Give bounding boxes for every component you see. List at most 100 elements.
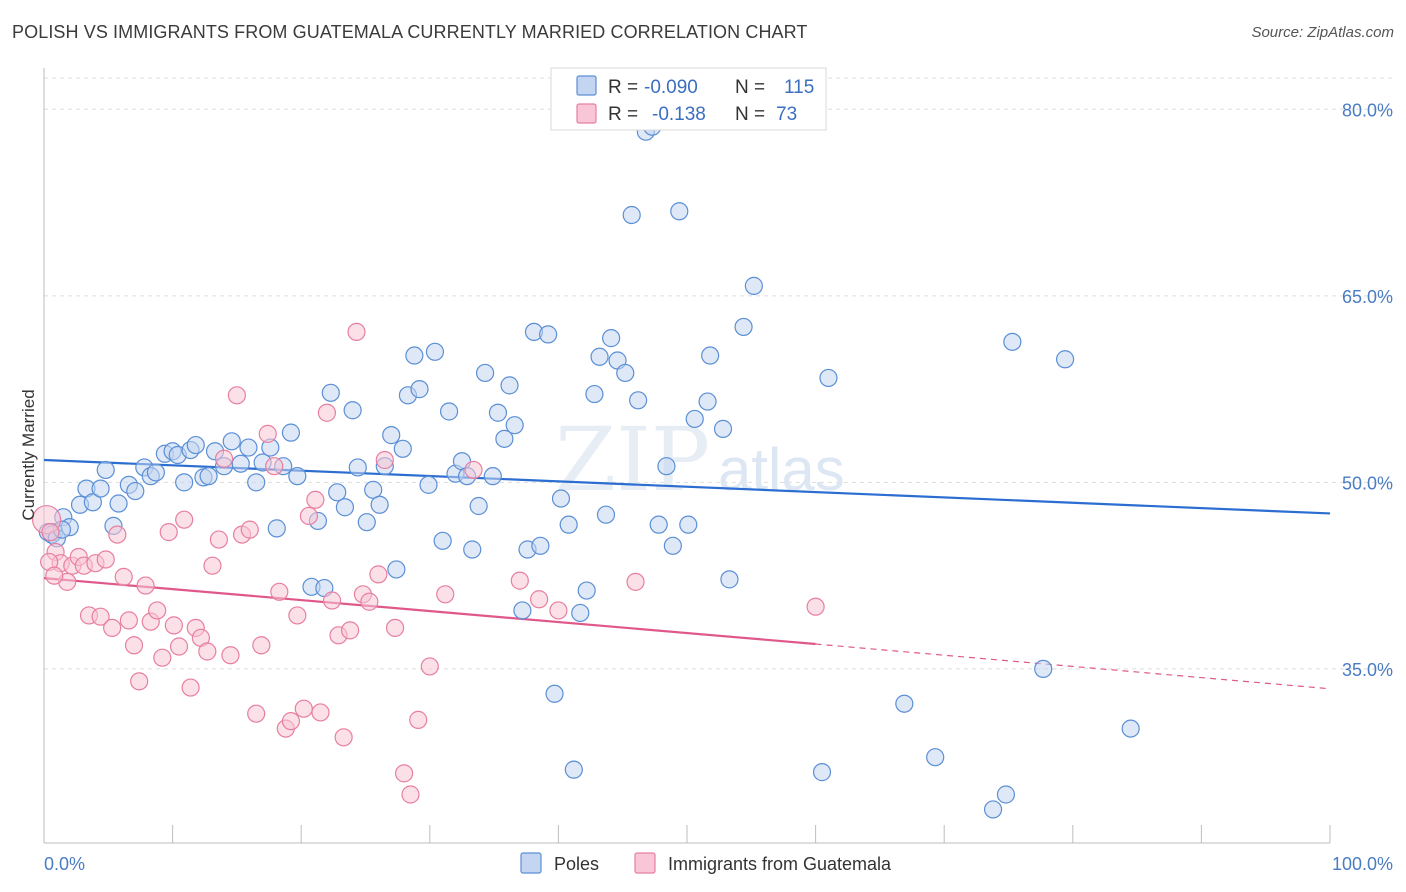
legend-r-value-2: -0.138 — [652, 104, 706, 125]
poles-point — [488, 403, 508, 422]
poles-point — [222, 432, 241, 451]
poles-point — [500, 376, 519, 395]
guatemala-point — [45, 566, 64, 585]
legend-n-label-1: N = — [735, 77, 765, 98]
y-tick-label-1: 50.0% — [1342, 473, 1393, 493]
poles-point — [585, 384, 604, 404]
guatemala-point — [119, 611, 138, 630]
guatemala-point — [265, 457, 284, 476]
poles-point — [744, 276, 763, 295]
guatemala-point — [198, 642, 217, 661]
poles-point — [463, 540, 482, 559]
y-axis-title: Currently Married — [19, 389, 38, 520]
guatemala-point — [41, 523, 60, 542]
guatemala-point — [181, 678, 200, 697]
poles-point — [505, 416, 524, 435]
legend-swatch-guatemala — [576, 103, 597, 124]
legend-n-value-1: 115 — [784, 77, 814, 98]
poles-point — [1003, 332, 1022, 351]
guatemala-point — [247, 704, 266, 723]
poles-point — [590, 347, 609, 366]
poles-point — [247, 473, 266, 492]
bottom-legend-swatch-poles — [520, 852, 542, 874]
guatemala-point — [270, 582, 289, 601]
guatemala-point — [103, 618, 122, 637]
poles-point — [199, 467, 218, 486]
bottom-legend-poles: Poles — [554, 854, 599, 874]
poles-point — [410, 380, 429, 399]
poles-point — [419, 475, 438, 494]
guatemala-point — [334, 728, 353, 747]
guatemala-point — [306, 490, 325, 509]
poles-point — [679, 515, 698, 534]
poles-point — [126, 481, 145, 501]
poles-point — [559, 515, 578, 534]
guatemala-points — [31, 322, 825, 804]
grid-lines — [44, 77, 1393, 670]
chart-title: POLISH VS IMMIGRANTS FROM GUATEMALA CURR… — [12, 22, 808, 42]
poles-point — [622, 205, 641, 225]
guatemala-point — [806, 597, 825, 616]
poles-point — [1034, 659, 1053, 679]
poles-point — [175, 473, 194, 492]
guatemala-point — [258, 424, 277, 443]
guatemala-point — [175, 510, 194, 529]
poles-point — [819, 368, 838, 388]
guatemala-point — [159, 523, 178, 542]
poles-point — [335, 498, 355, 517]
poles-point — [571, 603, 590, 623]
poles-point — [663, 536, 682, 555]
legend-swatch-poles — [576, 75, 597, 96]
poles-point — [926, 748, 945, 767]
poles-point — [475, 363, 495, 383]
y-tick-label-2: 65.0% — [1342, 287, 1393, 307]
poles-point — [602, 329, 621, 348]
guatemala-point — [549, 601, 568, 620]
poles-point — [996, 785, 1016, 804]
y-tick-label-3: 80.0% — [1342, 100, 1393, 120]
guatemala-point — [114, 567, 133, 586]
guatemala-trend-extension — [815, 643, 1331, 690]
poles-point — [343, 401, 362, 420]
poles-point — [96, 460, 115, 480]
legend-box — [550, 67, 827, 131]
poles-point — [370, 495, 389, 514]
poles-point — [596, 505, 616, 524]
guatemala-point — [394, 764, 414, 783]
legend-r-value-1: -0.090 — [644, 77, 698, 98]
poles-point — [513, 601, 532, 620]
bottom-legend-swatch-guatemala — [634, 852, 656, 874]
poles-point — [734, 317, 753, 337]
guatemala-point — [375, 450, 394, 470]
poles-point — [629, 391, 648, 410]
poles-point — [983, 800, 1003, 819]
poles-point — [670, 202, 689, 221]
poles-point — [531, 536, 550, 555]
guatemala-point — [436, 585, 455, 604]
guatemala-point — [369, 565, 388, 584]
legend-n-label-2: N = — [735, 104, 765, 125]
poles-point — [91, 479, 110, 498]
poles-point — [267, 519, 286, 538]
poles-point — [551, 489, 571, 508]
x-tick-label-max: 100.0% — [1332, 854, 1393, 874]
guatemala-point — [209, 530, 228, 549]
poles-point — [146, 463, 165, 482]
guatemala-point — [288, 606, 307, 625]
guatemala-point — [385, 618, 405, 637]
poles-point — [382, 426, 401, 445]
poles-point — [321, 383, 340, 402]
source-label: Source: ZipAtlas.com — [1251, 24, 1394, 41]
poles-point — [328, 483, 347, 502]
poles-point — [483, 467, 502, 486]
poles-point — [288, 467, 307, 486]
guatemala-point — [124, 636, 144, 655]
poles-point — [469, 496, 488, 516]
guatemala-point — [221, 646, 240, 665]
guatemala-point — [311, 703, 330, 722]
poles-point — [649, 515, 668, 534]
guatemala-point — [530, 590, 549, 609]
poles-point — [239, 438, 258, 457]
guatemala-point — [164, 616, 183, 635]
